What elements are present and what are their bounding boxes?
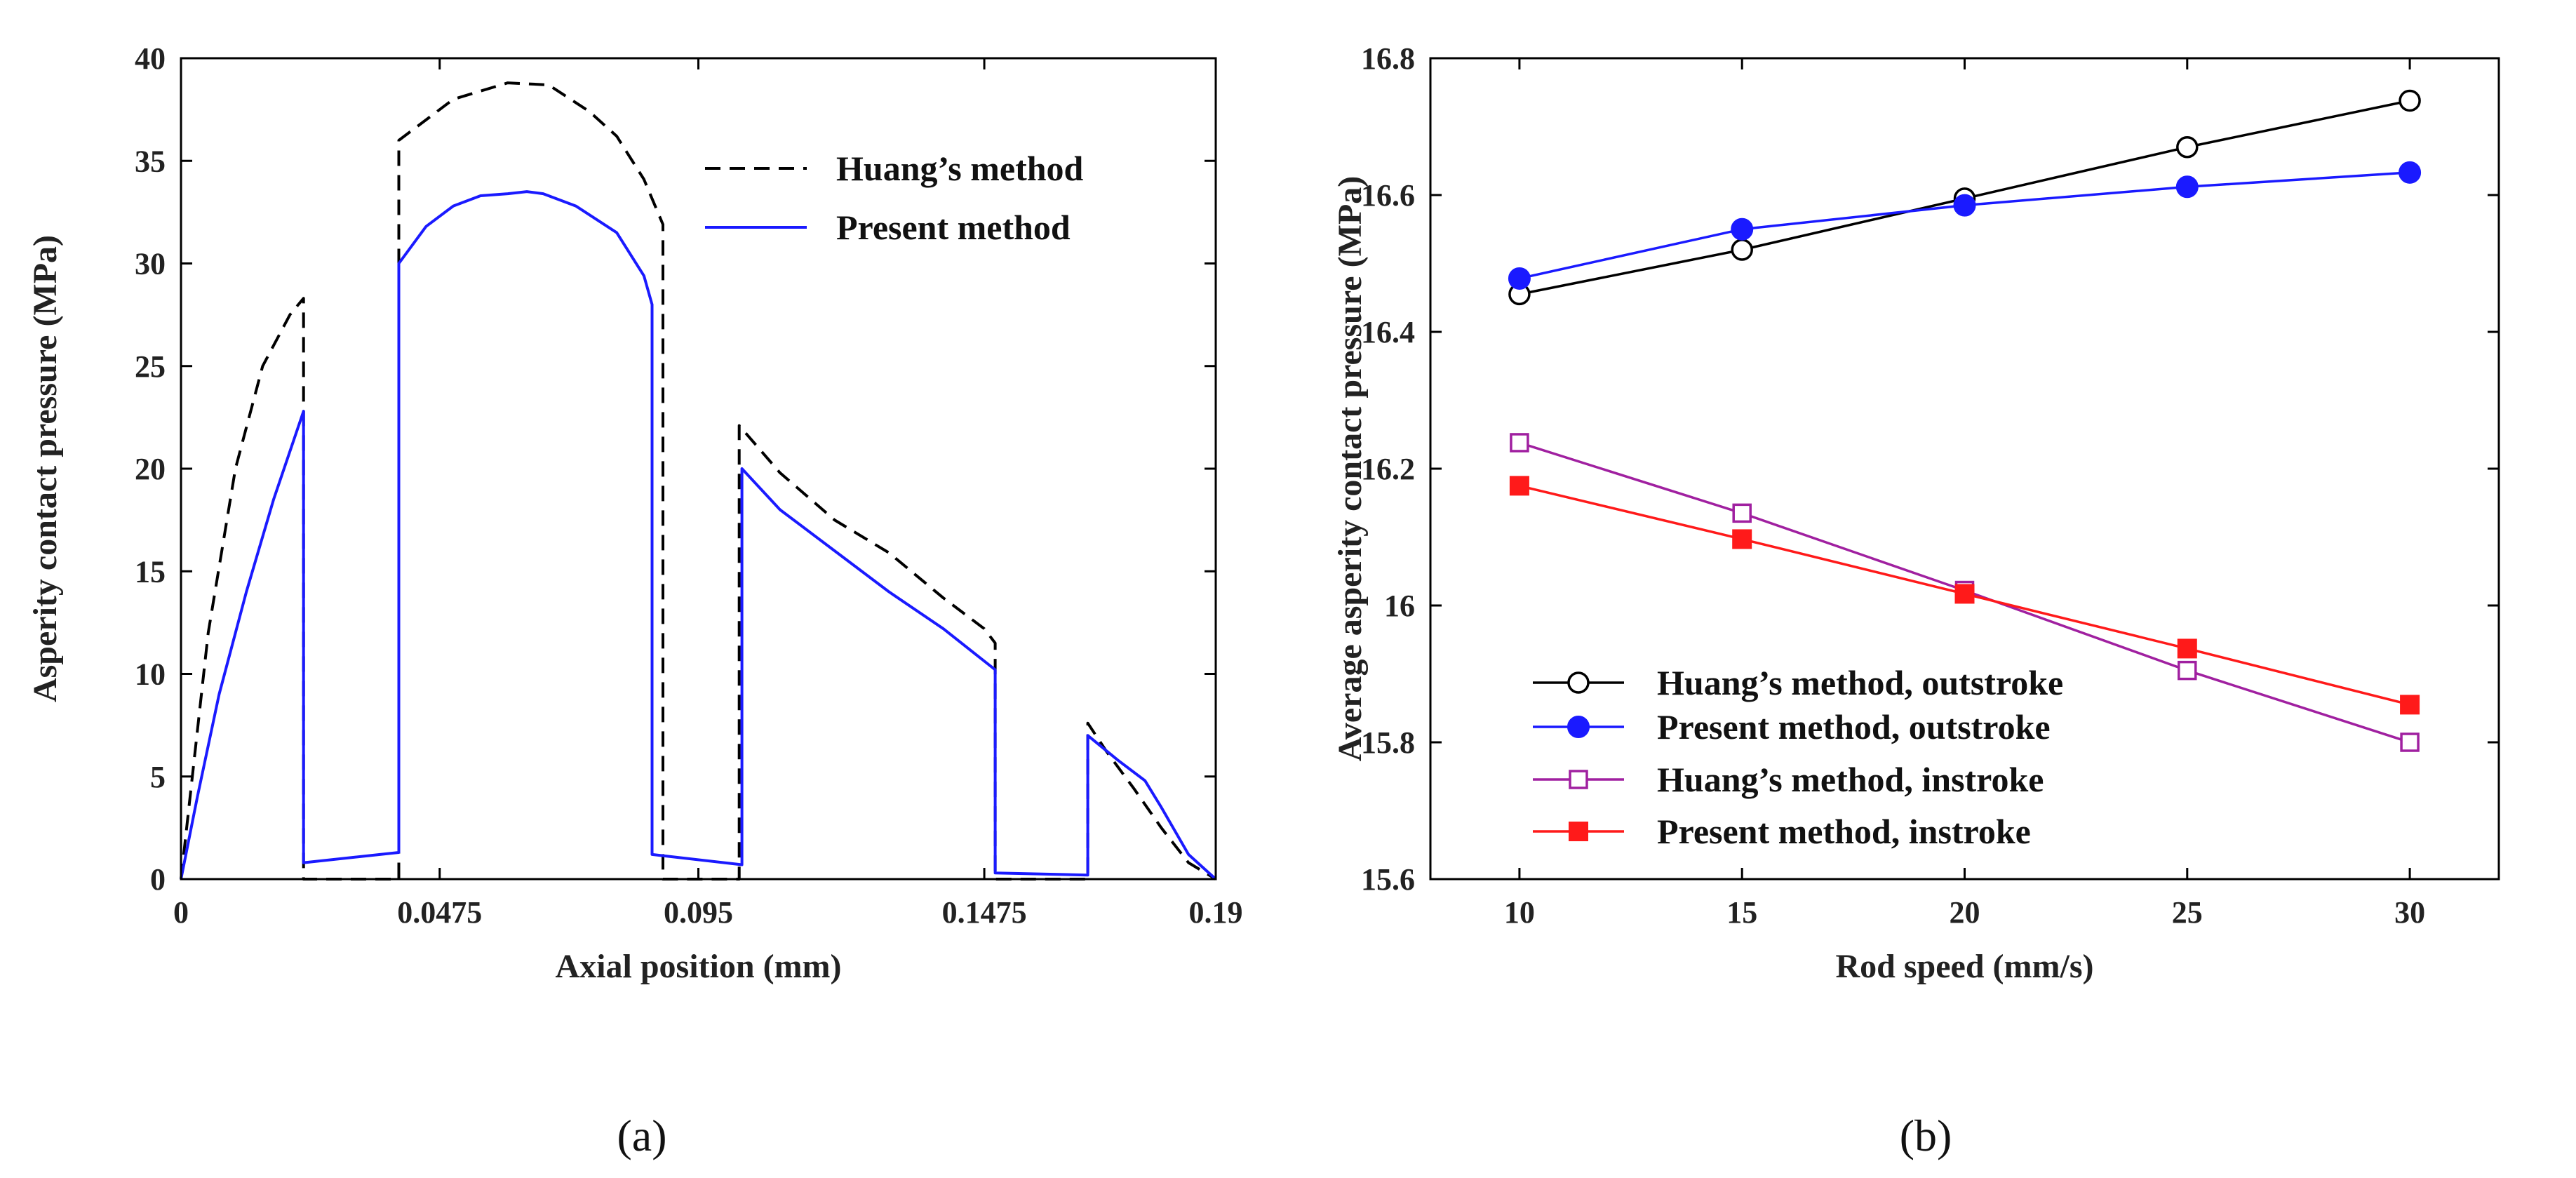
x-axis-label-b: Rod speed (mm/s): [1836, 948, 2094, 985]
data-point-present-outstroke: [1731, 217, 1754, 241]
legend-label-b: Huang’s method, instroke: [1657, 760, 2044, 799]
y-tick-label-a: 15: [135, 554, 166, 589]
data-point-huang-instroke: [2400, 732, 2420, 752]
y-axis-label-b: Average asperity contact pressure (MPa): [1331, 176, 1369, 761]
legend-label-b: Huang’s method, outstroke: [1657, 663, 2063, 702]
legend-label-a: Present method: [836, 208, 1071, 247]
legend-label-b: Present method, outstroke: [1657, 707, 2051, 747]
y-tick-label-b: 16.2: [1361, 452, 1415, 486]
data-point-present-outstroke: [2399, 161, 2422, 184]
y-tick-label-a: 25: [135, 349, 166, 384]
y-tick-label-a: 0: [150, 862, 166, 897]
legend-marker-b: [1567, 716, 1590, 738]
y-tick-label-b: 16.4: [1361, 315, 1415, 349]
y-tick-label-a: 30: [135, 247, 166, 281]
x-axis-label-a: Axial position (mm): [556, 948, 842, 985]
panel-a-chart: 0 0.0475 0.095 0.1475 0.19 0 5 10 15 20 25 30 35 40 A…: [27, 41, 1243, 985]
x-tick-label-b: 30: [2394, 895, 2425, 930]
data-point-present-instroke: [1954, 584, 1975, 604]
data-point-huang-outstroke: [1731, 239, 1753, 261]
legend-marker-b: [1569, 822, 1588, 841]
y-tick-label-b: 16.6: [1361, 178, 1415, 213]
data-point-huang-instroke: [2178, 660, 2197, 681]
x-tick-label-a: 0.0475: [397, 895, 482, 930]
x-tick-label-b: 25: [2172, 895, 2203, 930]
data-point-present-instroke: [2400, 695, 2420, 715]
data-point-huang-outstroke: [2399, 89, 2421, 112]
data-point-present-outstroke: [1508, 267, 1531, 290]
legend-label-a: Huang’s method: [836, 149, 1084, 188]
legend-label-b: Present method, instroke: [1657, 812, 2031, 851]
legend-marker-b: [1567, 671, 1590, 694]
data-point-present-instroke: [1732, 529, 1752, 549]
legend-marker-b: [1569, 770, 1588, 789]
y-tick-label-a: 40: [135, 41, 166, 76]
x-tick-label-a: 0.095: [664, 895, 733, 930]
x-tick-label-a: 0.19: [1189, 895, 1243, 930]
x-tick-label-a: 0: [173, 895, 189, 930]
data-point-huang-outstroke: [2176, 136, 2199, 159]
legend-a: Huang’s method Present method: [705, 149, 1084, 247]
series-line-present: [180, 190, 1217, 881]
y-tick-label-a: 35: [135, 144, 166, 178]
y-tick-label-b: 16.8: [1361, 41, 1415, 76]
caption-a: (a): [617, 1111, 666, 1160]
y-tick-label-b: 15.6: [1361, 862, 1415, 897]
panel-b-chart: 10 15 20 25 30 15.6 15.8 16 16.2 16.4 16.6 16.8 Rod…: [1331, 41, 2500, 985]
data-point-present-instroke: [1509, 476, 1529, 496]
data-point-huang-instroke: [1732, 503, 1752, 523]
y-tick-label-a: 20: [135, 452, 166, 486]
series-line-huang: [180, 81, 1217, 881]
plot-frame-b: [1429, 57, 2500, 881]
x-tick-label-a: 0.1475: [942, 895, 1027, 930]
x-tick-label-b: 15: [1726, 895, 1757, 930]
caption-b: (b): [1900, 1111, 1952, 1160]
y-tick-label-a: 5: [150, 760, 166, 794]
legend-b: Huang’s method, outstroke Present method,…: [1533, 663, 2063, 851]
y-tick-label-a: 10: [135, 657, 166, 692]
y-tick-label-b: 16: [1384, 589, 1415, 623]
y-axis-label-a: Asperity contact pressure (MPa): [27, 235, 64, 702]
data-point-huang-instroke: [1510, 433, 1529, 453]
data-point-present-outstroke: [1953, 194, 1976, 217]
data-point-present-outstroke: [2175, 175, 2199, 199]
data-point-present-instroke: [2177, 638, 2197, 659]
y-tick-label-b: 15.8: [1361, 725, 1415, 760]
x-tick-label-b: 10: [1504, 895, 1535, 930]
x-tick-label-b: 20: [1950, 895, 1980, 930]
